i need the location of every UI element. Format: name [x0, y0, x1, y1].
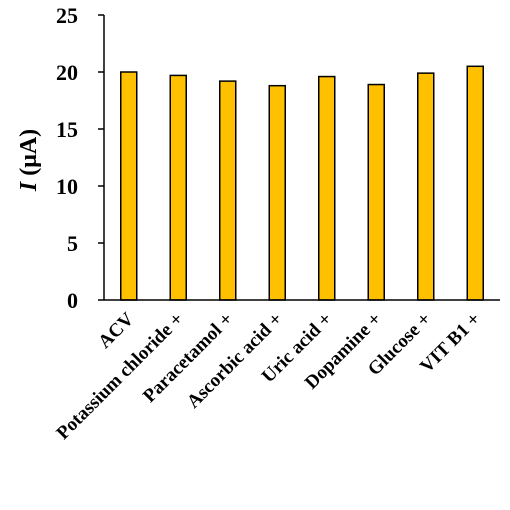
bar-4 [318, 75, 336, 301]
y-tick-label-1: 5 [67, 231, 78, 256]
y-tick-label-0: 0 [67, 288, 78, 313]
x-tick-label-0: ACV [94, 308, 138, 352]
bar-1 [169, 74, 187, 301]
y-tick-label-4: 20 [56, 60, 78, 85]
bar-6 [417, 72, 435, 301]
bar-0 [120, 71, 138, 301]
y-axis-title: I (μA) [16, 129, 42, 192]
bar-3 [268, 84, 286, 301]
y-tick-label-2: 10 [56, 174, 78, 199]
bar-7 [466, 65, 484, 301]
y-tick-label-5: 25 [56, 3, 78, 28]
y-axis-title-symbol: I [16, 180, 42, 192]
bar-5 [367, 83, 385, 301]
bar-2 [219, 80, 237, 301]
y-tick-label-3: 15 [56, 117, 78, 142]
y-axis-title-unit: (μA) [16, 129, 42, 182]
